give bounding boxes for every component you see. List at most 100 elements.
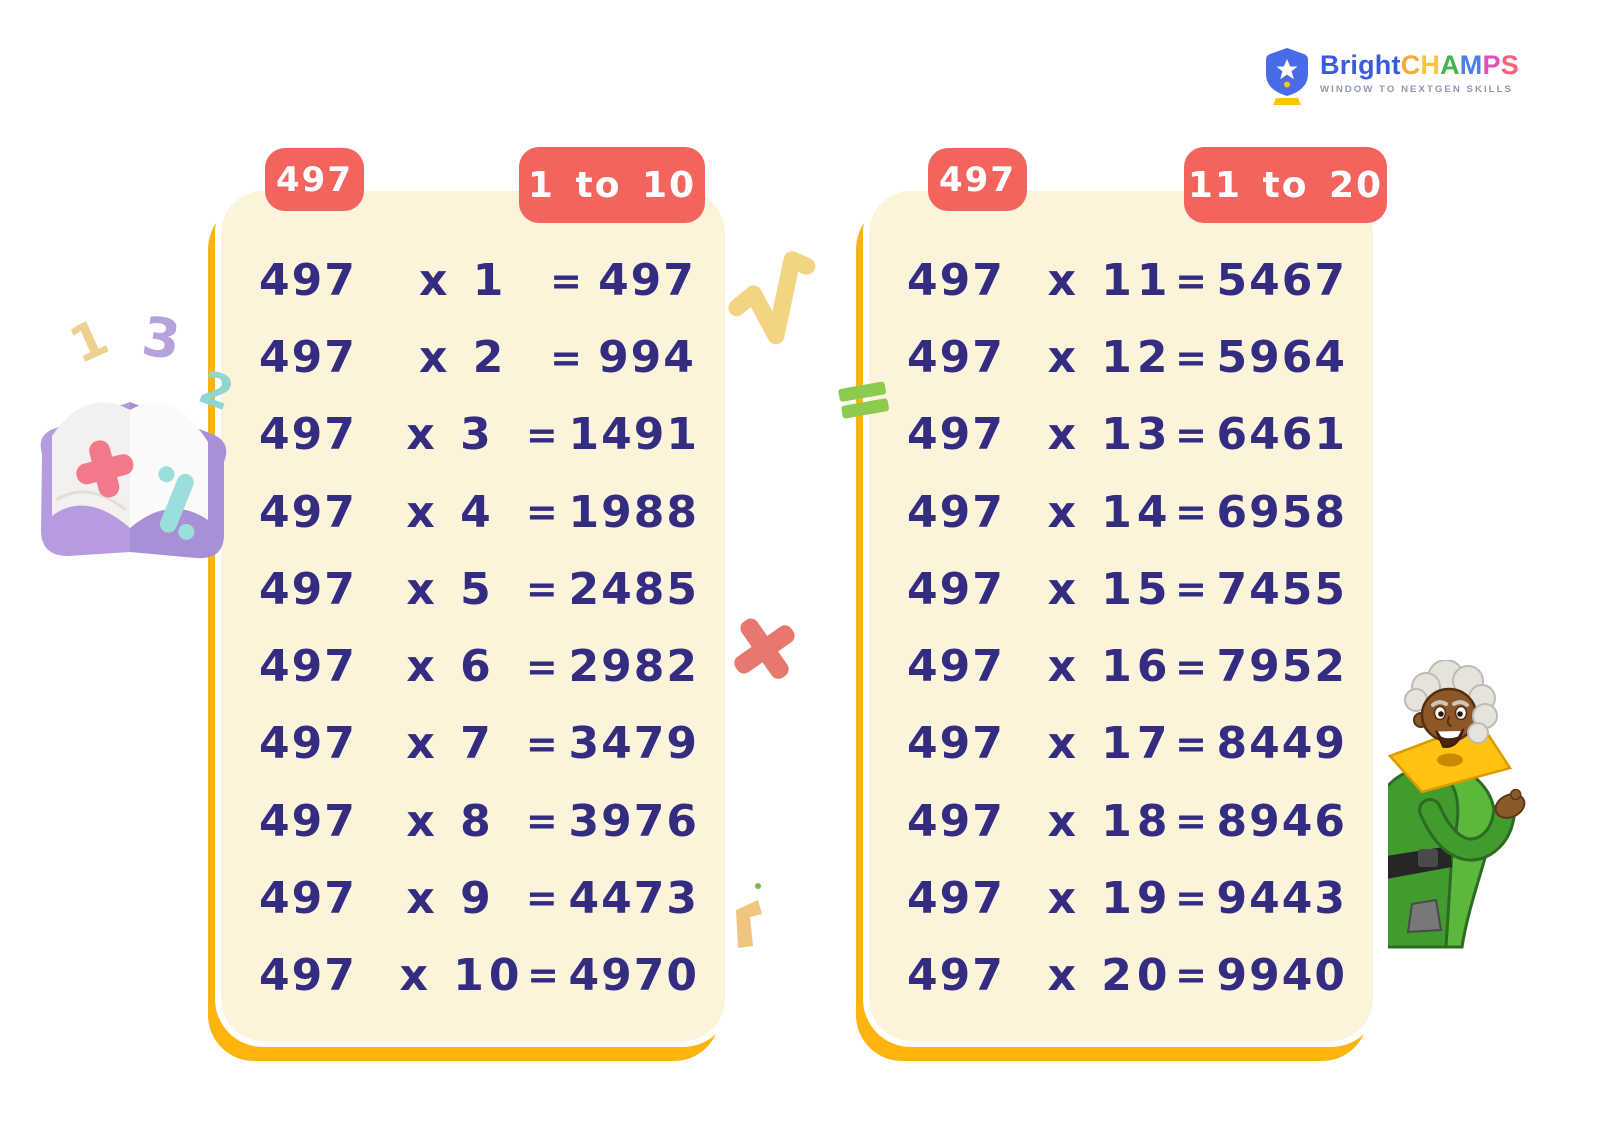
multiply-icon bbox=[734, 618, 795, 679]
equals-sign: = bbox=[1175, 490, 1207, 535]
table-row: 497 x 10 = 4970 bbox=[247, 950, 699, 1001]
table-card-1-to-10: 497 x 1 = 497 497 x 2 = 994 497 x 3 = 1491 497 x 4 = 19… bbox=[215, 185, 731, 1047]
multiplier-expression: x 17 bbox=[1047, 718, 1173, 770]
equals-sign: = bbox=[525, 490, 558, 535]
multiplier-expression: x 15 bbox=[1047, 563, 1173, 615]
multiplicand: 497 bbox=[259, 332, 357, 384]
multiplier-expression: x 9 bbox=[406, 872, 496, 924]
equals-sign: = bbox=[1175, 876, 1207, 921]
multiplicand: 497 bbox=[259, 872, 357, 924]
multiplicand: 497 bbox=[907, 563, 1005, 615]
multiplier-expression: x 20 bbox=[1047, 949, 1173, 1001]
equals-sign: = bbox=[525, 721, 558, 766]
equals-sign: = bbox=[1175, 799, 1207, 844]
multiplier-badge: 497 bbox=[928, 148, 1027, 211]
equals-sign: = bbox=[525, 644, 558, 689]
table-row: 497 x 19 = 9443 bbox=[895, 873, 1347, 924]
table-row: 497 x 18 = 8946 bbox=[895, 796, 1347, 847]
multiplier-expression: x 5 bbox=[406, 563, 496, 615]
multiplicand: 497 bbox=[907, 409, 1005, 461]
table-row: 497 x 12 = 5964 bbox=[895, 332, 1347, 383]
multiplicand: 497 bbox=[259, 486, 357, 538]
multiplicand: 497 bbox=[907, 332, 1005, 384]
open-book-math-icon: 1 3 2 bbox=[40, 304, 238, 559]
table-row: 497 x 5 = 2485 bbox=[247, 564, 699, 615]
multiplicand: 497 bbox=[907, 795, 1005, 847]
multiplicand: 497 bbox=[907, 949, 1005, 1001]
table-row: 497 x 2 = 994 bbox=[247, 332, 699, 383]
table-row: 497 x 6 = 2982 bbox=[247, 641, 699, 692]
equals-sign: = bbox=[525, 799, 558, 844]
multiplicand: 497 bbox=[259, 255, 357, 306]
multiplicand: 497 bbox=[259, 409, 357, 461]
product: 5964 bbox=[1216, 332, 1347, 384]
product: 8449 bbox=[1216, 718, 1347, 770]
multiplier-expression: x 2 bbox=[419, 332, 509, 384]
table-row: 497 x 7 = 3479 bbox=[247, 718, 699, 769]
table-card-11-to-20: 497 x 11 = 5467 497 x 12 = 5964 497 x 13 = 6461 497 x… bbox=[863, 185, 1379, 1047]
multiplicand: 497 bbox=[259, 563, 357, 615]
multiplier-expression: x 14 bbox=[1047, 486, 1173, 538]
square-root-icon bbox=[728, 251, 816, 345]
brand-letter: P bbox=[1482, 50, 1501, 80]
svg-text:3: 3 bbox=[138, 304, 184, 372]
brand-letter: C bbox=[1400, 50, 1421, 80]
product: 3479 bbox=[568, 718, 699, 770]
math-symbol-fragment-icon bbox=[736, 883, 762, 948]
multiplicand: 497 bbox=[259, 949, 357, 1001]
product: 2485 bbox=[568, 563, 699, 615]
multiplier-expression: x 3 bbox=[406, 409, 496, 461]
equals-sign: = bbox=[525, 567, 558, 612]
product: 1491 bbox=[568, 409, 699, 461]
range-badge: 11 to 20 bbox=[1184, 147, 1387, 223]
product: 994 bbox=[598, 332, 696, 384]
multiplicand: 497 bbox=[907, 255, 1005, 306]
equals-sign: = bbox=[550, 258, 582, 303]
equals-sign: = bbox=[1175, 412, 1207, 457]
brand-letter: A bbox=[1440, 50, 1460, 80]
multiplicand: 497 bbox=[907, 486, 1005, 538]
multiplier-expression: x 7 bbox=[406, 718, 496, 770]
multiplier-expression: x 10 bbox=[399, 949, 525, 1001]
table-row: 497 x 15 = 7455 bbox=[895, 564, 1347, 615]
product: 6958 bbox=[1216, 486, 1347, 538]
product: 1988 bbox=[568, 486, 699, 538]
product: 497 bbox=[598, 255, 696, 306]
multiplier-expression: x 4 bbox=[406, 486, 496, 538]
multiplier-expression: x 19 bbox=[1047, 872, 1173, 924]
equals-sign: = bbox=[1175, 567, 1207, 612]
product: 2982 bbox=[568, 641, 699, 693]
product: 6461 bbox=[1216, 409, 1347, 461]
equals-sign: = bbox=[1175, 335, 1207, 380]
table-row: 497 x 11 = 5467 bbox=[895, 255, 1347, 306]
product: 9940 bbox=[1216, 949, 1347, 1001]
brand-letter: M bbox=[1459, 50, 1483, 80]
table-row: 497 x 13 = 6461 bbox=[895, 409, 1347, 460]
brand-letter: H bbox=[1420, 50, 1441, 80]
multiplier-expression: x 18 bbox=[1047, 795, 1173, 847]
equals-sign: = bbox=[525, 412, 558, 457]
table-rows: 497 x 1 = 497 497 x 2 = 994 497 x 3 = 1491 497 x 4 = 19… bbox=[247, 255, 699, 1001]
trophy-shield-icon bbox=[1266, 48, 1308, 105]
table-row: 497 x 1 = 497 bbox=[247, 255, 699, 306]
equals-sign: = bbox=[550, 335, 582, 380]
equals-sign: = bbox=[527, 953, 559, 998]
multiplicand: 497 bbox=[259, 641, 357, 693]
product: 7952 bbox=[1216, 641, 1347, 693]
multiplicand: 497 bbox=[259, 718, 357, 770]
svg-text:1: 1 bbox=[61, 308, 116, 375]
multiplier-expression: x 1 bbox=[419, 255, 509, 306]
equals-sign: = bbox=[1175, 953, 1207, 998]
product: 4473 bbox=[568, 872, 699, 924]
multiplier-expression: x 6 bbox=[406, 641, 496, 693]
multiplicand: 497 bbox=[259, 795, 357, 847]
mascot-grandma bbox=[1388, 660, 1526, 949]
table-row: 497 x 8 = 3976 bbox=[247, 796, 699, 847]
product: 9443 bbox=[1216, 872, 1347, 924]
product: 7455 bbox=[1216, 563, 1347, 615]
multiplier-expression: x 12 bbox=[1047, 332, 1173, 384]
